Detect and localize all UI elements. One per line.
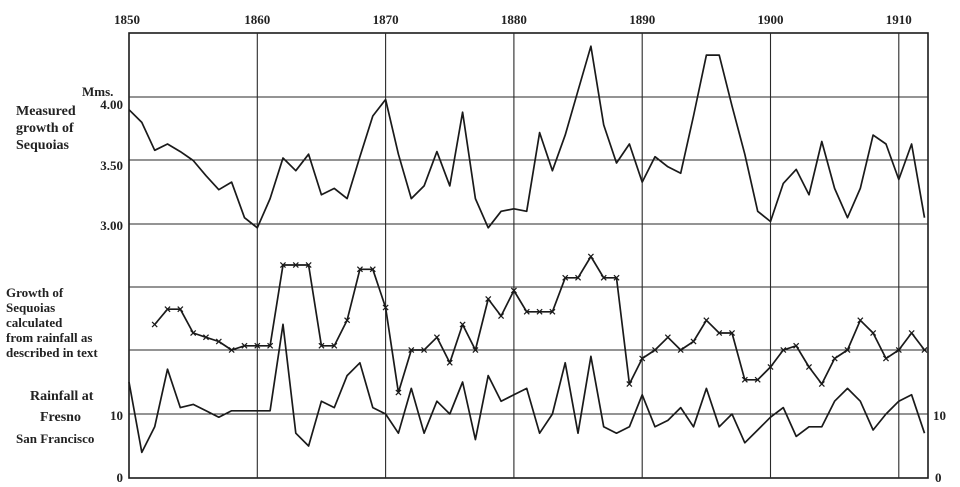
y-tick-label: 0 <box>117 470 124 485</box>
calc-point-marker <box>228 346 235 354</box>
calc-point-marker <box>292 261 299 269</box>
x-tick-label: 1910 <box>886 12 912 27</box>
y-tick-label: 3.50 <box>100 158 123 173</box>
panel-label-measured: Sequoias <box>16 138 69 153</box>
panel-label-calculated: described in text <box>6 345 98 360</box>
calc-point-marker <box>421 346 428 354</box>
calc-point-marker <box>793 342 800 349</box>
calc-point-marker <box>844 346 851 354</box>
calc-point-marker <box>318 342 325 349</box>
calc-point-marker <box>728 329 736 337</box>
panel-label-san-francisco: San Francisco <box>16 431 94 446</box>
calc-point-marker <box>164 306 171 313</box>
calc-point-marker <box>344 317 351 324</box>
calc-point-marker <box>870 329 877 337</box>
chart-grid <box>128 32 929 479</box>
series-line-calculated <box>154 255 926 394</box>
calc-point-marker <box>639 355 646 362</box>
calc-point-marker <box>305 261 312 269</box>
calc-point-marker <box>215 338 222 345</box>
calc-point-marker <box>587 253 594 260</box>
calc-point-marker <box>690 338 697 345</box>
calc-point-marker <box>754 376 761 383</box>
calc-point-marker <box>741 376 748 383</box>
panel-label-measured: growth of <box>16 121 74 136</box>
calc-point-marker <box>818 380 825 388</box>
calc-point-marker <box>472 346 479 354</box>
panel-label-rainfall: Rainfall at <box>30 389 94 404</box>
calc-point-marker <box>895 346 902 354</box>
x-tick-label: 1860 <box>244 12 270 27</box>
calc-point-marker <box>780 346 787 354</box>
calc-point-marker <box>331 342 338 349</box>
calc-point-marker <box>562 274 569 281</box>
calc-point-marker <box>664 334 671 341</box>
series-line-measured <box>128 45 926 229</box>
calc-point-marker <box>433 334 440 341</box>
calc-point-marker <box>446 359 453 366</box>
calc-point-marker <box>703 317 710 324</box>
calc-point-marker <box>716 329 723 337</box>
calc-point-marker <box>395 389 402 396</box>
panel-label-calculated: Growth of <box>6 285 64 300</box>
y-tick-label: 10 <box>110 408 123 423</box>
x-tick-label: 1890 <box>629 12 655 27</box>
y-tick-label: 3.00 <box>100 218 123 233</box>
calc-point-marker <box>254 342 261 349</box>
calc-point-marker <box>267 342 274 349</box>
calc-point-marker <box>600 274 607 281</box>
calc-point-marker <box>408 346 415 354</box>
calc-point-marker <box>202 334 210 341</box>
calc-point-marker <box>857 317 864 324</box>
calc-point-marker <box>369 266 376 273</box>
panel-label-fresno: Fresno <box>40 410 81 425</box>
calc-point-marker <box>382 304 389 311</box>
calc-point-marker <box>498 312 505 320</box>
calc-point-marker <box>549 308 556 315</box>
x-tick-label: 1880 <box>501 12 527 27</box>
calc-point-marker <box>626 380 633 388</box>
calc-point-marker <box>613 274 620 281</box>
y-tick-label-right: 10 <box>933 408 946 423</box>
calc-point-marker <box>882 355 889 362</box>
calc-point-marker <box>767 363 774 371</box>
panel-label-measured: Measured <box>16 104 76 119</box>
chart-frame <box>128 32 929 479</box>
calc-point-marker <box>908 329 915 337</box>
calc-point-marker <box>356 266 363 273</box>
calc-point-marker <box>177 306 184 313</box>
series-line-rainfall <box>128 323 926 454</box>
unit-label-mms: Mms. <box>82 84 113 99</box>
calc-point-marker <box>523 308 530 315</box>
calc-point-marker <box>510 287 517 294</box>
y-tick-label: 4.00 <box>100 97 123 112</box>
calc-point-marker <box>241 342 248 349</box>
calc-point-marker <box>151 321 158 328</box>
calc-point-marker <box>485 295 492 303</box>
panel-label-calculated: from rainfall as <box>6 330 92 345</box>
calc-point-marker <box>831 355 838 362</box>
y-tick-label-right: 0 <box>935 470 942 485</box>
calc-point-marker <box>677 346 684 354</box>
chart-labels: Mms. 1850 1860 1870 1880 1890 1900 1910 4.00 3.5… <box>6 12 946 485</box>
calc-point-marker <box>575 274 582 281</box>
x-tick-label: 1900 <box>758 12 784 27</box>
chart-series <box>128 45 928 454</box>
x-tick-label: 1870 <box>373 12 399 27</box>
panel-label-calculated: Sequoias <box>6 300 55 315</box>
calc-point-marker <box>279 261 286 269</box>
calc-point-marker <box>652 346 659 354</box>
calc-point-marker <box>459 321 466 328</box>
panel-label-calculated: calculated <box>6 315 63 330</box>
calc-point-marker <box>805 363 813 371</box>
calc-point-marker <box>921 346 928 354</box>
calc-point-marker <box>536 308 543 315</box>
x-tick-label: 1850 <box>114 12 140 27</box>
calc-point-marker <box>190 329 197 337</box>
